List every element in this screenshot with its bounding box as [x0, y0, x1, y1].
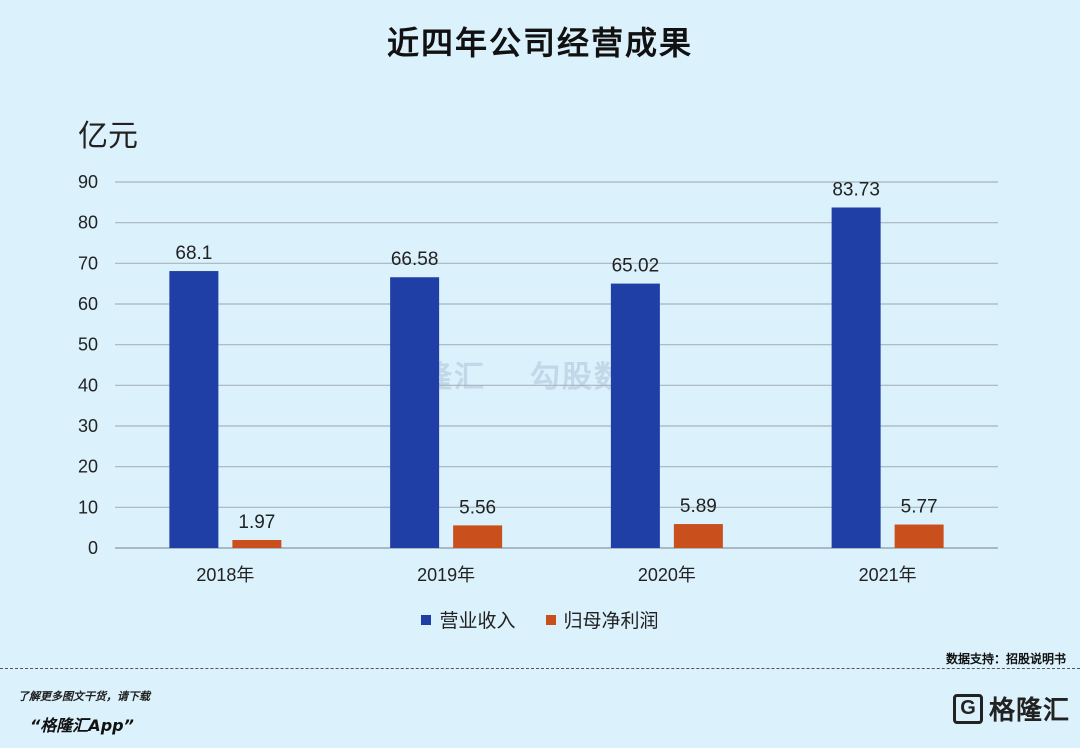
bar-net-profit: [453, 525, 503, 548]
legend-swatch-net-profit: [545, 614, 556, 625]
y-tick-label: 50: [78, 335, 98, 355]
data-label: 66.58: [391, 249, 439, 270]
y-axis-unit-label: 亿元: [78, 119, 138, 154]
x-tick-label: 2021年: [859, 565, 917, 585]
x-tick-label: 2019年: [417, 565, 475, 585]
y-tick-label: 70: [78, 253, 98, 273]
bar-net-profit: [894, 524, 944, 548]
data-label: 1.97: [238, 512, 275, 533]
x-tick-label: 2020年: [638, 565, 696, 585]
data-label: 5.77: [901, 497, 938, 518]
legend-swatch-revenue: [421, 614, 432, 625]
legend-label-revenue: 营业收入: [439, 610, 516, 632]
data-label: 5.89: [680, 496, 717, 517]
y-tick-label: 30: [78, 416, 98, 436]
data-label: 68.1: [175, 243, 212, 264]
footer-divider: [0, 668, 1080, 669]
y-tick-label: 0: [88, 538, 98, 558]
bar-net-profit: [232, 539, 282, 548]
bar-revenue: [610, 283, 660, 548]
promo-app-name: “格隆汇App”: [30, 716, 134, 735]
logo-icon: G: [952, 693, 983, 724]
bar-revenue: [169, 271, 219, 548]
y-tick-label: 40: [78, 375, 98, 395]
bar-chart: 亿元 0 10 20 30 40 50 60 70 80 90 68.1 1.97 66.58 5.56…: [78, 119, 998, 585]
y-tick-label: 10: [78, 497, 98, 517]
legend-label-net-profit: 归母净利润: [563, 610, 659, 632]
y-tick-label: 60: [78, 294, 98, 314]
x-tick-label: 2018年: [196, 565, 254, 585]
y-tick-labels: 0 10 20 30 40 50 60 70 80 90: [78, 172, 98, 558]
data-label: 5.56: [459, 497, 496, 518]
data-label: 65.02: [612, 256, 660, 277]
data-labels: 68.1 1.97 66.58 5.56 65.02 5.89 83.73 5.77: [175, 179, 937, 532]
bar-revenue: [390, 277, 440, 548]
data-source: 数据支持：招股说明书: [945, 652, 1066, 666]
data-label: 83.73: [832, 179, 880, 200]
logo-text: 格隆汇: [988, 696, 1070, 726]
y-tick-label: 20: [78, 457, 98, 477]
legend-item-net-profit: 归母净利润: [545, 606, 659, 633]
promo-text: 了解更多图文干货，请下载: [18, 690, 150, 703]
bar-net-profit: [673, 524, 723, 548]
legend: 营业收入 归母净利润: [0, 606, 1080, 633]
x-tick-labels: 2018年 2019年 2020年 2021年: [196, 565, 916, 585]
y-tick-label: 90: [78, 172, 98, 192]
legend-item-revenue: 营业收入: [421, 606, 516, 633]
bar-revenue: [831, 207, 881, 549]
chart-title: 近四年公司经营成果: [386, 24, 693, 62]
brand-logo: G 格隆汇: [952, 690, 1070, 727]
bars: [169, 207, 944, 549]
y-tick-label: 80: [78, 213, 98, 233]
